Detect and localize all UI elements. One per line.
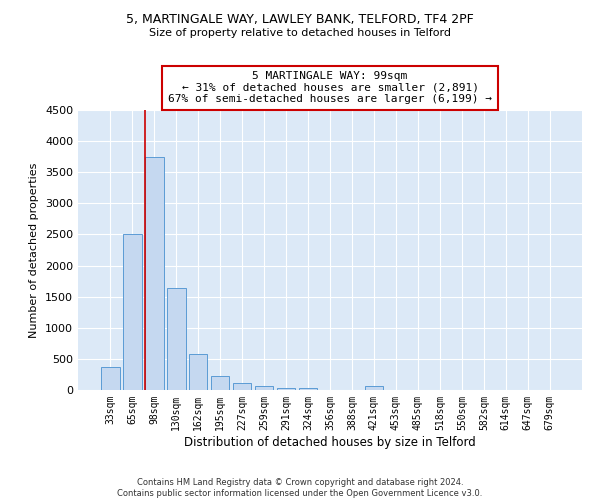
Y-axis label: Number of detached properties: Number of detached properties <box>29 162 40 338</box>
Text: Size of property relative to detached houses in Telford: Size of property relative to detached ho… <box>149 28 451 38</box>
Bar <box>123 234 142 390</box>
Bar <box>277 388 295 390</box>
X-axis label: Distribution of detached houses by size in Telford: Distribution of detached houses by size … <box>184 436 476 448</box>
Bar <box>189 354 208 390</box>
Text: Contains HM Land Registry data © Crown copyright and database right 2024.
Contai: Contains HM Land Registry data © Crown c… <box>118 478 482 498</box>
Bar <box>365 386 383 390</box>
Bar <box>299 388 317 390</box>
Text: 5 MARTINGALE WAY: 99sqm
← 31% of detached houses are smaller (2,891)
67% of semi: 5 MARTINGALE WAY: 99sqm ← 31% of detache… <box>168 71 492 104</box>
Bar <box>233 383 251 390</box>
Bar <box>167 288 185 390</box>
Bar <box>255 386 274 390</box>
Bar <box>101 367 119 390</box>
Bar <box>211 376 229 390</box>
Bar <box>145 156 164 390</box>
Text: 5, MARTINGALE WAY, LAWLEY BANK, TELFORD, TF4 2PF: 5, MARTINGALE WAY, LAWLEY BANK, TELFORD,… <box>126 12 474 26</box>
